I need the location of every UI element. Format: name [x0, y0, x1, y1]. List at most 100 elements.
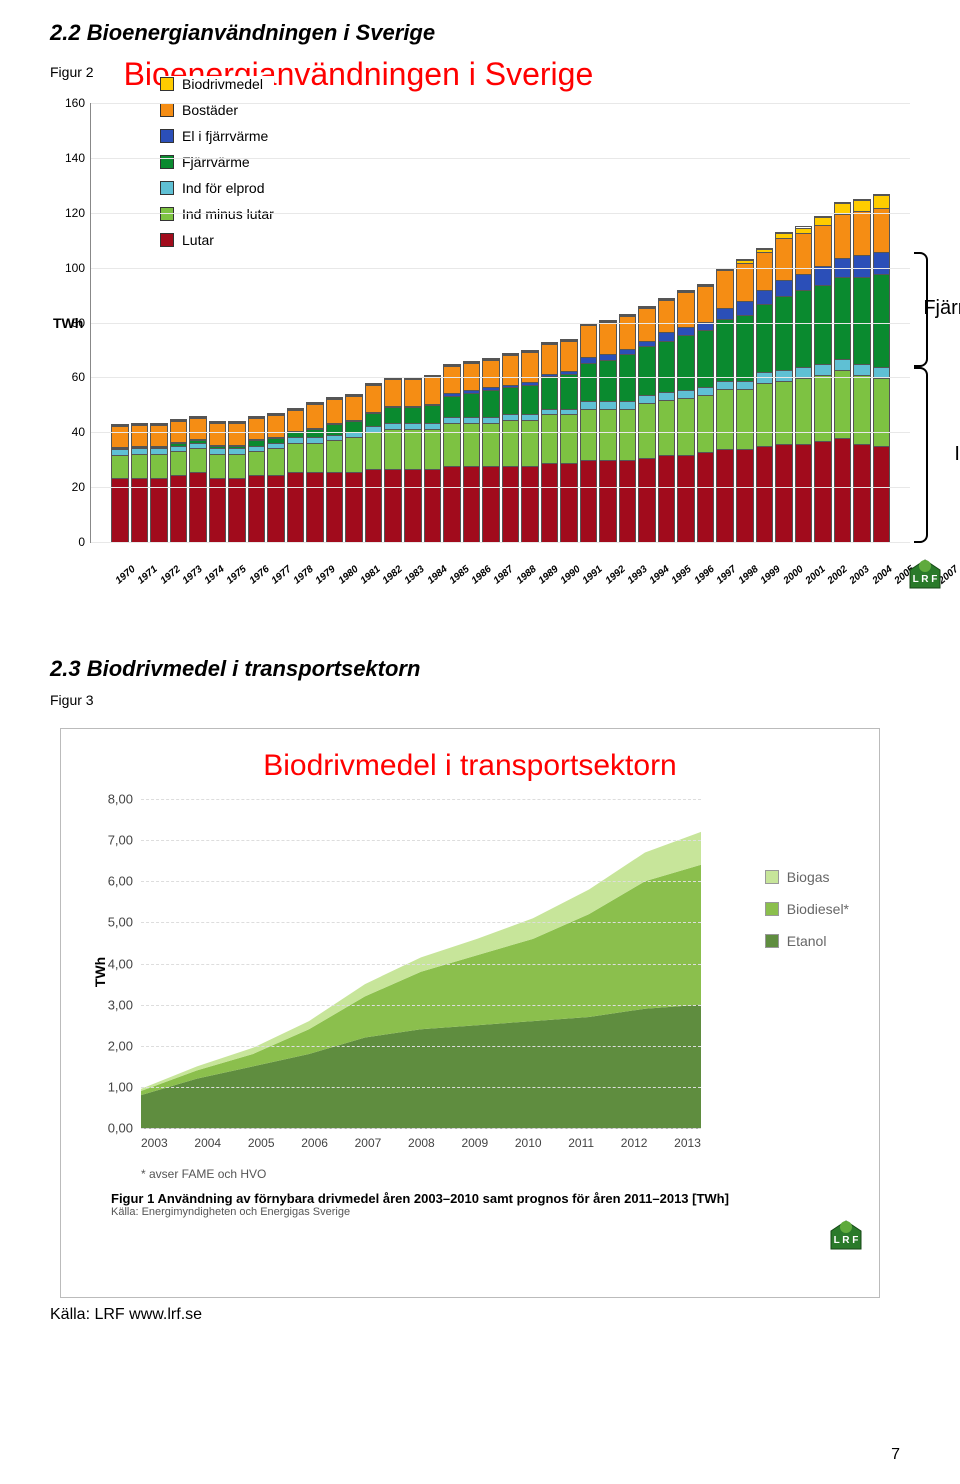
bar-segment-bio	[815, 217, 831, 225]
chart2-legend: BiogasBiodiesel*Etanol	[765, 869, 849, 949]
bar-segment-fj	[717, 319, 733, 382]
chart1-xlabel: 1988	[514, 564, 538, 587]
section-2-heading: 2.3 Biodrivmedel i transportsektorn	[50, 656, 910, 682]
bar	[795, 226, 813, 542]
chart1-xlabel: 1994	[648, 564, 672, 587]
bar-segment-inde	[600, 401, 616, 409]
chart1-xlabel: 1993	[625, 564, 649, 587]
bar-segment-ind	[815, 375, 831, 441]
bar-segment-ind	[796, 378, 812, 444]
bar-segment-bost	[815, 225, 831, 266]
bar-segment-fj	[815, 285, 831, 364]
chart1-xlabel: 1970	[114, 564, 138, 587]
chart2-xlabels: 2003200420052006200720082009201020112012…	[141, 1136, 701, 1150]
bar	[287, 408, 305, 542]
bar-segment-bost	[268, 415, 284, 436]
bar-segment-ind	[620, 409, 636, 461]
bar-segment-el	[659, 332, 675, 340]
bar-segment-ind	[405, 429, 421, 469]
bar-segment-lutar	[542, 463, 558, 542]
bar	[873, 194, 891, 542]
bar-segment-fj	[600, 360, 616, 401]
bar-segment-fj	[639, 346, 655, 395]
chart1-container: Figur 2 Bioenergianvändningen i Sverige …	[50, 56, 910, 616]
chart1-ytick: 80	[55, 316, 85, 330]
bar-segment-bost	[581, 325, 597, 358]
bar-segment-inde	[796, 367, 812, 378]
bar-segment-fj	[542, 376, 558, 409]
chart2-title: Biodrivmedel i transportsektorn	[81, 749, 859, 783]
bar-segment-fj	[854, 277, 870, 365]
bar-segment-ind	[678, 398, 694, 455]
bar	[482, 358, 500, 542]
chart1-xlabel: 2002	[826, 564, 850, 587]
chart1-xlabel: 1977	[269, 564, 293, 587]
chart1-ytick: 20	[55, 480, 85, 494]
bar-segment-el	[854, 255, 870, 277]
bar-segment-fj	[522, 385, 538, 415]
bar-segment-bost	[620, 316, 636, 349]
legend-item: Biogas	[765, 869, 849, 885]
bar-segment-bost	[503, 355, 519, 385]
bar-segment-fj	[425, 405, 441, 424]
bar-segment-inde	[581, 401, 597, 409]
chart2-xlabel: 2008	[408, 1136, 435, 1150]
chart1-xlabel: 1973	[180, 564, 204, 587]
bar-segment-ind	[171, 451, 187, 475]
legend-item: Biodiesel*	[765, 901, 849, 917]
chart1-xlabel: 1974	[203, 564, 227, 587]
bar	[599, 320, 617, 542]
chart1-xlabel: 1992	[603, 564, 627, 587]
lrf-logo-icon: L R F	[900, 556, 950, 596]
chart2-xlabel: 2003	[141, 1136, 168, 1150]
bar-segment-fj	[796, 290, 812, 367]
bar-segment-lutar	[366, 469, 382, 542]
chart1-ytick: 0	[55, 535, 85, 549]
bar	[131, 423, 149, 542]
bar-segment-ind	[268, 448, 284, 475]
bar-segment-inde	[717, 381, 733, 389]
bar-segment-bost	[132, 425, 148, 446]
chart1-xlabels: 1970197119721973197419751976197719781979…	[111, 571, 890, 582]
chart1-ytick: 120	[55, 206, 85, 220]
bar	[560, 339, 578, 542]
bar	[248, 416, 266, 542]
bar	[228, 421, 246, 542]
bar-segment-el	[776, 280, 792, 296]
bar-segment-lutar	[639, 458, 655, 542]
bar-segment-ind	[385, 429, 401, 469]
label-fjarrvarme: Fjärrvärme	[923, 297, 960, 320]
chart1-ytick: 140	[55, 151, 85, 165]
bar-segment-bost	[639, 308, 655, 341]
bar	[541, 342, 559, 542]
bar-segment-lutar	[854, 444, 870, 542]
chart1-ytick: 100	[55, 261, 85, 275]
chart1-xlabel: 1986	[470, 564, 494, 587]
chart1-xlabel: 1983	[403, 564, 427, 587]
bar-segment-lutar	[678, 455, 694, 542]
chart2-xlabel: 2005	[248, 1136, 275, 1150]
bar-segment-fj	[757, 304, 773, 372]
bar-segment-bost	[874, 208, 890, 252]
chart2-ytick: 5,00	[93, 915, 133, 930]
bar-segment-lutar	[698, 452, 714, 542]
bar-segment-fj	[444, 396, 460, 418]
bar-segment-ind	[854, 375, 870, 443]
bar-segment-lutar	[385, 469, 401, 542]
bar-segment-lutar	[600, 460, 616, 542]
bar	[345, 394, 363, 542]
chart1-xlabel: 1999	[759, 564, 783, 587]
bar-segment-ind	[151, 454, 167, 478]
bar-segment-fj	[659, 341, 675, 393]
bar-segment-ind	[522, 420, 538, 466]
bar-segment-bost	[737, 263, 753, 301]
bar-segment-lutar	[425, 469, 441, 542]
bar-segment-lutar	[561, 463, 577, 542]
chart1-xlabel: 1980	[336, 564, 360, 587]
chart2-xlabel: 2012	[621, 1136, 648, 1150]
bar-segment-fj	[737, 315, 753, 381]
bar-segment-ind	[444, 423, 460, 466]
bar-segment-lutar	[503, 466, 519, 542]
chart1-xlabel: 1987	[492, 564, 516, 587]
chart1-ytick: 40	[55, 425, 85, 439]
